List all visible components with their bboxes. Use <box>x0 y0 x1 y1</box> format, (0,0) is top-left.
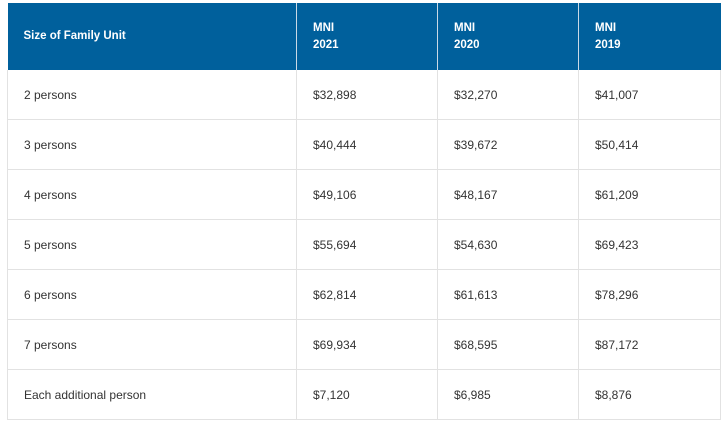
mni-2020-cell: $39,672 <box>437 119 579 170</box>
header-year: 2020 <box>454 38 480 51</box>
mni-2020-cell: $32,270 <box>437 70 579 120</box>
mni-2020-cell: $54,630 <box>437 219 579 270</box>
mni-2021-cell: $32,898 <box>296 70 438 120</box>
table-row: 6 persons $62,814 $61,613 $78,296 <box>7 269 721 320</box>
header-year: 2021 <box>313 38 339 51</box>
table-header-row: Size of Family Unit MNI 2021 MNI 2020 MN… <box>7 3 721 70</box>
header-label: MNI <box>313 21 335 34</box>
header-label: MNI <box>454 21 476 34</box>
header-mni-2021: MNI 2021 <box>296 3 438 70</box>
family-size-cell: Each additional person <box>7 369 297 420</box>
family-size-cell: 3 persons <box>7 119 297 170</box>
header-mni-2019: MNI 2019 <box>578 3 721 70</box>
table-row: 4 persons $49,106 $48,167 $61,209 <box>7 169 721 220</box>
table-row: 3 persons $40,444 $39,672 $50,414 <box>7 119 721 170</box>
mni-2021-cell: $40,444 <box>296 119 438 170</box>
table-row: Each additional person $7,120 $6,985 $8,… <box>7 369 721 420</box>
mni-2021-cell: $62,814 <box>296 269 438 320</box>
header-mni-2020: MNI 2020 <box>437 3 579 70</box>
mni-2019-cell: $69,423 <box>578 219 721 270</box>
family-size-cell: 2 persons <box>7 70 297 120</box>
mni-2020-cell: $6,985 <box>437 369 579 420</box>
family-size-cell: 6 persons <box>7 269 297 320</box>
mni-2021-cell: $7,120 <box>296 369 438 420</box>
mni-2021-cell: $49,106 <box>296 169 438 220</box>
mni-2020-cell: $68,595 <box>437 319 579 370</box>
header-size-of-family-unit: Size of Family Unit <box>7 3 297 70</box>
mni-2019-cell: $41,007 <box>578 70 721 120</box>
mni-2019-cell: $78,296 <box>578 269 721 320</box>
income-table-container: Size of Family Unit MNI 2021 MNI 2020 MN… <box>7 3 721 420</box>
mni-2021-cell: $69,934 <box>296 319 438 370</box>
mni-2019-cell: $50,414 <box>578 119 721 170</box>
table-row: 2 persons $32,898 $32,270 $41,007 <box>7 70 721 120</box>
mni-2020-cell: $61,613 <box>437 269 579 320</box>
mni-2021-cell: $55,694 <box>296 219 438 270</box>
mni-income-table: Size of Family Unit MNI 2021 MNI 2020 MN… <box>7 3 721 420</box>
header-label: MNI <box>595 21 617 34</box>
family-size-cell: 7 persons <box>7 319 297 370</box>
header-label: Size of Family Unit <box>23 30 126 42</box>
mni-2019-cell: $8,876 <box>578 369 721 420</box>
table-row: 7 persons $69,934 $68,595 $87,172 <box>7 319 721 370</box>
mni-2020-cell: $48,167 <box>437 169 579 220</box>
mni-2019-cell: $87,172 <box>578 319 721 370</box>
mni-2019-cell: $61,209 <box>578 169 721 220</box>
family-size-cell: 5 persons <box>7 219 297 270</box>
header-year: 2019 <box>595 38 621 51</box>
family-size-cell: 4 persons <box>7 169 297 220</box>
table-row: 5 persons $55,694 $54,630 $69,423 <box>7 219 721 270</box>
